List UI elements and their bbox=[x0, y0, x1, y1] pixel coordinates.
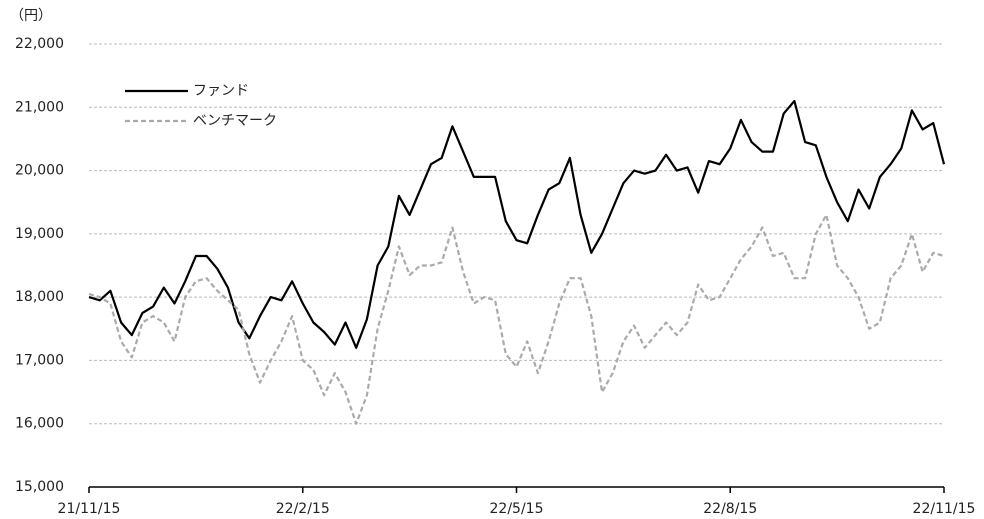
y-tick-label: 18,000 bbox=[15, 289, 64, 305]
x-tick-label: 22/11/15 bbox=[913, 501, 976, 517]
y-tick-label: 16,000 bbox=[15, 416, 64, 432]
y-tick-label: 19,000 bbox=[15, 226, 64, 242]
x-tick-label: 21/11/15 bbox=[58, 501, 121, 517]
series-line bbox=[88, 213, 945, 425]
x-tick-label: 22/2/15 bbox=[276, 501, 330, 517]
legend-label: ファンド bbox=[193, 83, 249, 99]
x-tick-label: 22/8/15 bbox=[703, 501, 757, 517]
series-line bbox=[88, 99, 946, 349]
y-tick-label: 20,000 bbox=[15, 163, 64, 179]
legend-label: ベンチマーク bbox=[193, 113, 277, 129]
y-tick-label: 22,000 bbox=[15, 36, 64, 52]
y-tick-label: 15,000 bbox=[15, 479, 64, 495]
y-tick-label: 17,000 bbox=[15, 352, 64, 368]
y-tick-label: 21,000 bbox=[15, 99, 64, 115]
y-unit-label: （円） bbox=[10, 8, 52, 24]
x-tick-label: 22/5/15 bbox=[490, 501, 544, 517]
